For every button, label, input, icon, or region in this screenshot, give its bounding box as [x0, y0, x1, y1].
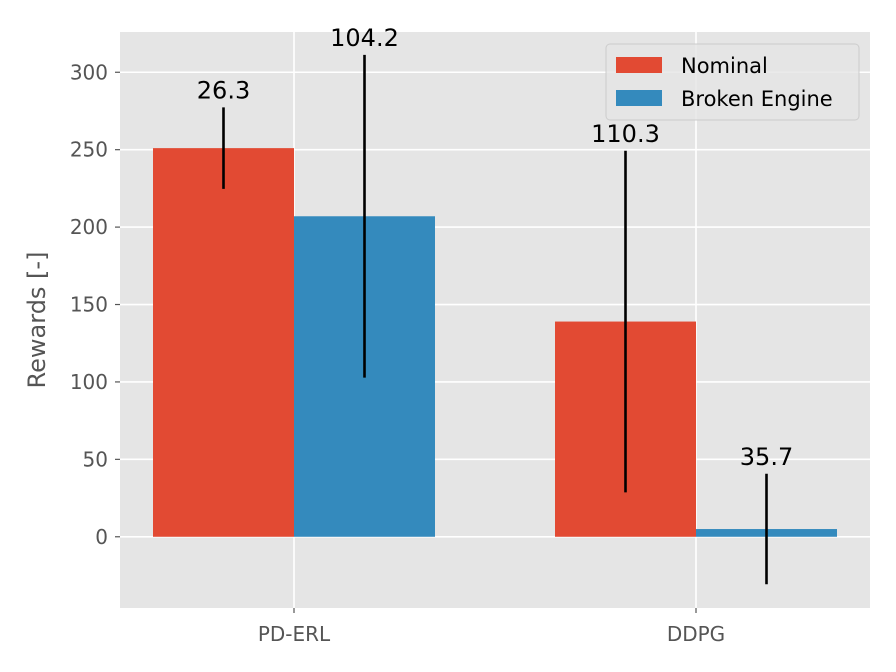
error-bars — [222, 54, 768, 585]
x-tick-label: DDPG — [667, 622, 725, 646]
y-tick-label: 300 — [70, 60, 108, 84]
error-value-label: 26.3 — [197, 76, 250, 104]
y-tick-label: 150 — [70, 293, 108, 317]
legend: Nominal Broken Engine — [605, 43, 860, 121]
y-tick-label: 50 — [83, 447, 108, 471]
y-tick-label: 0 — [95, 525, 108, 549]
legend-label: Broken Engine — [681, 87, 833, 111]
legend-box — [605, 43, 860, 121]
y-tick-label: 200 — [70, 215, 108, 239]
y-axis-label: Rewards [-] — [23, 252, 51, 389]
error-labels: 26.3 110.3 104.2 35.7 — [197, 24, 793, 471]
y-tick-labels: 0 50 100 150 200 250 300 — [70, 60, 120, 549]
legend-label: Nominal — [681, 54, 768, 78]
x-tick-labels: PD-ERL DDPG — [258, 608, 725, 646]
y-tick-label: 250 — [70, 138, 108, 162]
y-tick-label: 100 — [70, 370, 108, 394]
legend-swatch — [616, 90, 662, 106]
legend-swatch — [616, 57, 662, 73]
error-value-label: 104.2 — [330, 24, 399, 52]
error-value-label: 35.7 — [740, 443, 793, 471]
error-value-label: 110.3 — [591, 120, 660, 148]
bar — [153, 148, 294, 537]
x-tick-label: PD-ERL — [258, 622, 331, 646]
